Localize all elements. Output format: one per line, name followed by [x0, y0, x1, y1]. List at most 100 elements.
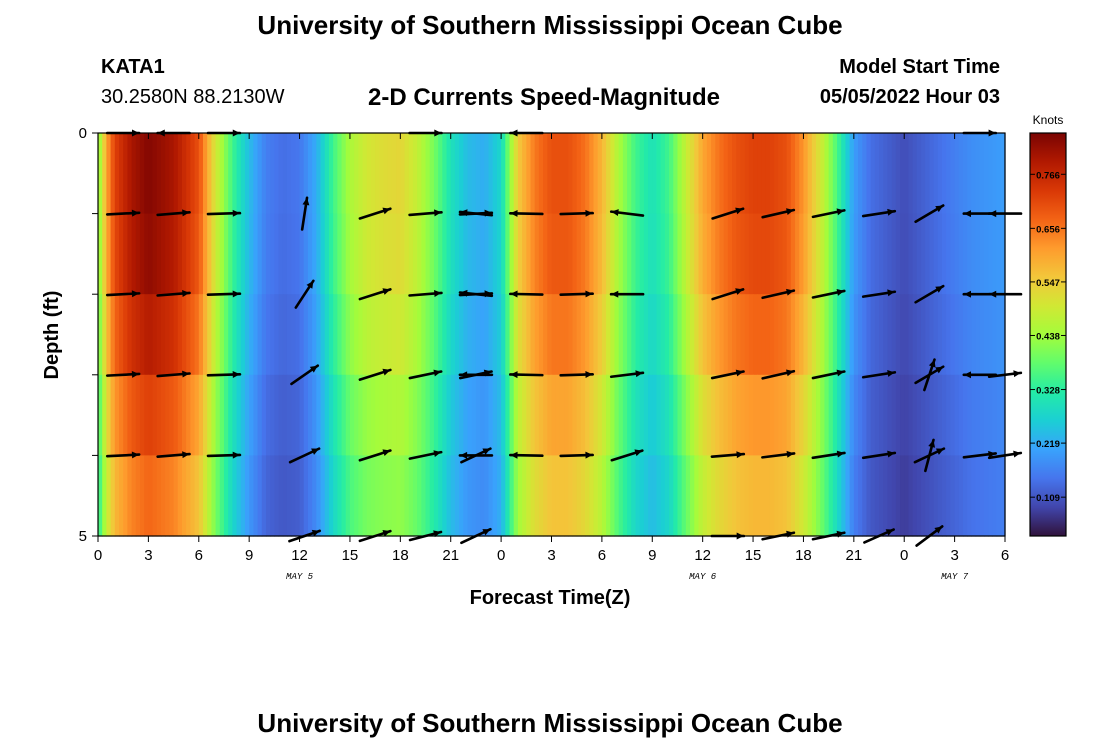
heatmap-cell — [127, 374, 133, 456]
heatmap-cell — [526, 294, 532, 376]
heatmap-cell — [593, 213, 599, 295]
heatmap-cell — [102, 213, 107, 295]
heatmap-cell — [253, 213, 259, 295]
heatmap-cell — [488, 133, 494, 215]
vector-head — [736, 451, 744, 459]
heatmap-cell — [379, 213, 385, 295]
heatmap-cell — [547, 455, 553, 537]
heatmap-cell — [555, 133, 561, 215]
current-vector — [156, 290, 191, 297]
heatmap-cell — [543, 374, 548, 456]
heatmap-cell — [383, 213, 389, 295]
heatmap-cell — [270, 294, 275, 376]
heatmap-cell — [366, 374, 372, 456]
heatmap-cell — [484, 213, 490, 295]
heatmap-cell — [198, 455, 204, 537]
heatmap-cell — [429, 294, 435, 376]
heatmap-cell — [635, 213, 641, 295]
heatmap-cell — [732, 294, 737, 376]
heatmap-cell — [925, 294, 931, 376]
heatmap-cell — [354, 213, 359, 295]
heatmap-cell — [795, 133, 800, 215]
heatmap-cell — [677, 213, 683, 295]
heatmap-cell — [244, 455, 250, 537]
heatmap-cell — [694, 374, 700, 456]
heatmap-cell — [849, 294, 855, 376]
heatmap-cell — [463, 294, 469, 376]
heatmap-cell — [421, 213, 427, 295]
heatmap-cell — [1000, 374, 1006, 456]
heatmap-cell — [967, 213, 973, 295]
current-vector — [156, 370, 191, 378]
heatmap-cell — [475, 455, 481, 537]
heatmap-cell — [946, 374, 952, 456]
heatmap-cell — [559, 374, 565, 456]
current-vector — [710, 532, 746, 540]
heatmap-cell — [123, 455, 128, 537]
heatmap-cell — [711, 374, 716, 456]
heatmap-cell — [681, 374, 687, 456]
vector-head — [232, 290, 240, 298]
heatmap-cell — [228, 294, 233, 376]
heatmap-cell — [240, 374, 246, 456]
heatmap-cell — [786, 455, 792, 537]
current-vector — [962, 450, 997, 459]
heatmap-cell — [299, 213, 305, 295]
x-tick-label: 3 — [144, 547, 152, 564]
heatmap-cell — [816, 455, 821, 537]
heatmap-cell — [123, 294, 128, 376]
heatmap-cell — [837, 213, 842, 295]
heatmap-cell — [912, 374, 918, 456]
heatmap-cell — [690, 455, 695, 537]
heatmap-cell — [530, 133, 536, 215]
heatmap-cell — [622, 213, 628, 295]
current-vector — [408, 450, 443, 460]
heatmap-cell — [295, 133, 301, 215]
heatmap-cell — [219, 455, 225, 537]
heatmap-cell — [954, 374, 960, 456]
heatmap-cell — [954, 213, 960, 295]
heatmap-cell — [459, 213, 464, 295]
heatmap-cell — [849, 133, 855, 215]
heatmap-cell — [576, 133, 582, 215]
heatmap-cell — [404, 455, 410, 537]
heatmap-cell — [366, 455, 372, 537]
heatmap-cell — [459, 133, 464, 215]
current-vector — [358, 288, 392, 301]
heatmap-cell — [895, 455, 901, 537]
heatmap-cell — [223, 213, 229, 295]
heatmap-cell — [425, 294, 431, 376]
y-axis: 05 — [79, 125, 98, 545]
heatmap-cell — [463, 374, 469, 456]
heatmap-cell — [501, 374, 506, 456]
heatmap-cell — [568, 294, 574, 376]
heatmap-cell — [824, 374, 830, 456]
heatmap-cell — [925, 374, 931, 456]
heatmap-cell — [795, 374, 800, 456]
heatmap-cell — [110, 133, 116, 215]
heatmap-cell — [165, 294, 170, 376]
heatmap-cell — [433, 133, 439, 215]
heatmap-cell — [320, 374, 326, 456]
heatmap-cell — [244, 294, 250, 376]
heatmap-cell — [412, 294, 418, 376]
heatmap-cell — [778, 213, 784, 295]
heatmap-cell — [219, 213, 225, 295]
heatmap-cell — [992, 213, 998, 295]
colorbar-tick-label: 0.109 — [1036, 493, 1060, 504]
heatmap-cell — [656, 374, 662, 456]
heatmap-cell — [723, 133, 729, 215]
heatmap-cell — [837, 455, 842, 537]
heatmap-cell — [194, 213, 200, 295]
heatmap-cell — [375, 455, 380, 537]
heatmap-cell — [496, 213, 502, 295]
heatmap-cell — [173, 374, 179, 456]
heatmap-cell — [337, 294, 343, 376]
heatmap-cell — [135, 213, 141, 295]
heatmap-cell — [139, 455, 145, 537]
heatmap-cell — [408, 133, 414, 215]
heatmap-cell — [463, 133, 469, 215]
heatmap-cell — [824, 213, 830, 295]
heatmap-cell — [816, 133, 821, 215]
heatmap-cell — [475, 294, 481, 376]
